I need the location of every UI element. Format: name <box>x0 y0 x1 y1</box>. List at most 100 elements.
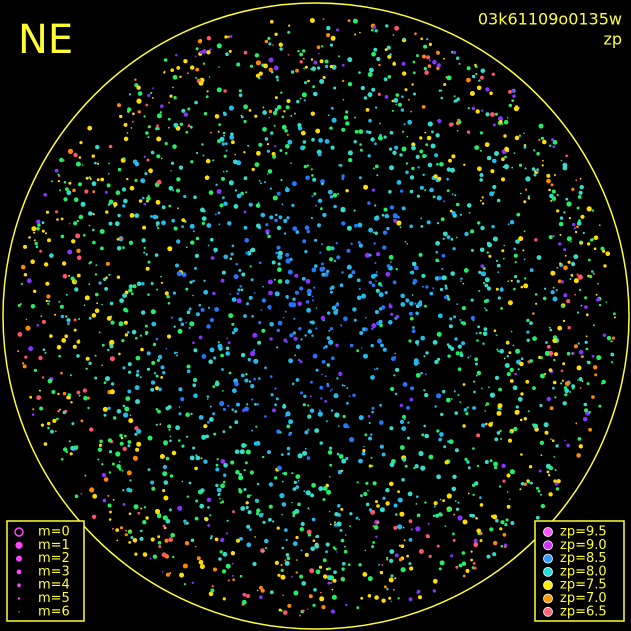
star <box>54 168 59 173</box>
star <box>131 329 137 335</box>
star <box>147 125 151 129</box>
star <box>225 563 231 569</box>
star <box>397 497 403 503</box>
star <box>302 609 305 612</box>
star <box>299 286 304 291</box>
star <box>512 344 515 347</box>
star <box>291 382 295 386</box>
star <box>98 443 103 447</box>
star <box>384 95 389 99</box>
star <box>371 188 376 192</box>
star <box>143 246 146 249</box>
star <box>571 352 574 355</box>
star <box>293 590 299 596</box>
star <box>446 343 450 346</box>
star <box>379 403 382 407</box>
star <box>277 104 282 110</box>
star <box>322 346 326 350</box>
star <box>230 252 234 256</box>
star <box>566 443 570 448</box>
star <box>546 470 550 474</box>
star <box>62 273 68 279</box>
star <box>30 304 36 309</box>
star <box>512 94 516 98</box>
star <box>305 175 310 181</box>
star <box>502 532 507 537</box>
star <box>504 155 507 159</box>
star <box>99 439 103 444</box>
star <box>506 473 511 478</box>
star <box>420 37 424 41</box>
star <box>177 328 183 334</box>
star <box>343 384 346 387</box>
star <box>373 47 378 52</box>
star <box>404 241 407 243</box>
star <box>548 235 553 240</box>
star <box>331 588 334 591</box>
star <box>398 102 402 107</box>
star <box>448 158 452 163</box>
star <box>451 154 456 159</box>
star <box>150 537 155 542</box>
star <box>333 523 337 527</box>
star <box>342 98 345 101</box>
star <box>146 158 150 162</box>
star <box>388 320 393 325</box>
star <box>190 412 193 416</box>
star <box>136 281 142 287</box>
star <box>129 185 135 191</box>
star <box>231 331 235 335</box>
star <box>267 169 273 174</box>
star <box>462 519 468 525</box>
star <box>254 114 258 118</box>
star <box>442 499 445 502</box>
star <box>399 445 405 450</box>
star <box>267 304 272 310</box>
star <box>74 494 79 499</box>
star <box>178 439 181 442</box>
star <box>63 197 68 202</box>
star <box>499 287 504 292</box>
star <box>478 79 481 82</box>
star <box>116 409 122 414</box>
star <box>394 577 397 580</box>
star <box>274 476 278 480</box>
star <box>189 280 193 284</box>
star <box>274 387 277 390</box>
star <box>57 173 60 176</box>
star <box>199 50 203 54</box>
star <box>503 357 506 360</box>
star <box>533 149 536 152</box>
star <box>338 425 340 427</box>
star <box>156 124 159 128</box>
star <box>127 444 131 448</box>
star <box>283 110 286 113</box>
star <box>357 241 361 244</box>
star <box>119 441 124 446</box>
star <box>151 321 157 327</box>
star <box>319 385 324 390</box>
star <box>412 60 416 64</box>
star <box>41 376 45 379</box>
star <box>254 536 256 538</box>
star <box>217 492 221 496</box>
star <box>258 513 264 518</box>
star <box>170 161 175 165</box>
star <box>202 154 205 157</box>
star <box>450 237 454 241</box>
star <box>577 342 580 345</box>
star <box>514 372 517 376</box>
magnitude-label: m=3 <box>38 564 70 579</box>
star <box>551 138 555 142</box>
star <box>206 36 212 41</box>
star <box>610 340 613 343</box>
star <box>395 367 400 372</box>
star <box>246 594 250 598</box>
star <box>310 168 313 171</box>
star <box>576 379 579 381</box>
star <box>438 276 442 280</box>
star <box>538 138 541 141</box>
star <box>437 357 441 361</box>
star <box>452 538 456 542</box>
star <box>304 447 307 450</box>
